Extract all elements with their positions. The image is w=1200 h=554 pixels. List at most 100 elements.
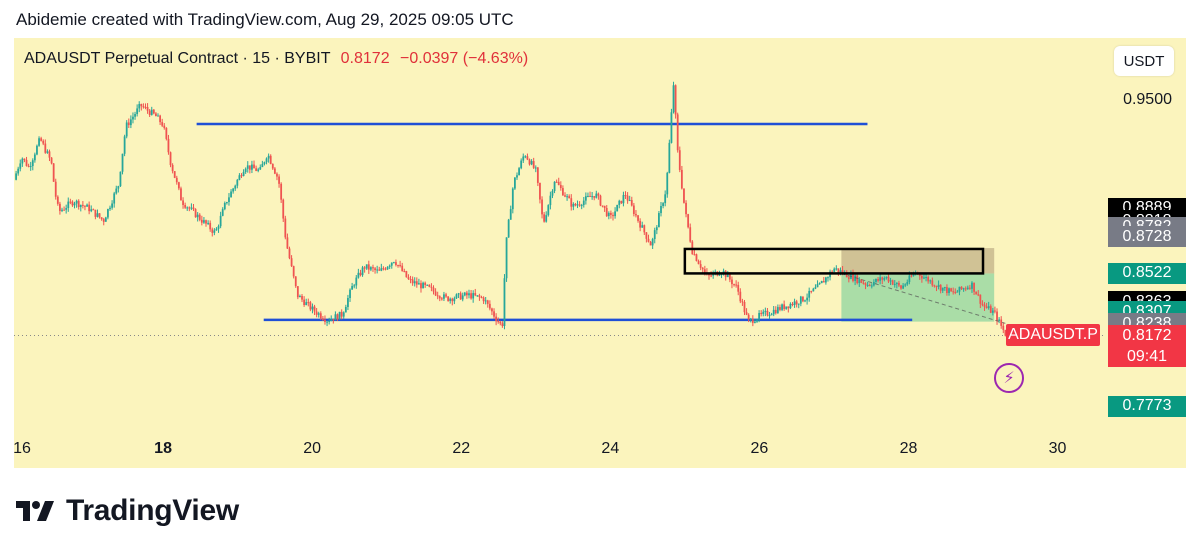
candle [948, 288, 950, 293]
currency-unit-button[interactable]: USDT [1114, 46, 1174, 76]
candle [36, 145, 38, 155]
candle [344, 306, 347, 313]
candle [376, 269, 379, 271]
time-axis-label: 28 [899, 440, 918, 457]
candle [84, 205, 86, 207]
candle [941, 287, 944, 291]
candle [641, 225, 644, 228]
candle [624, 195, 627, 197]
candle [294, 276, 297, 287]
price-chart[interactable] [14, 38, 1186, 468]
candle [73, 203, 76, 206]
candle [278, 176, 280, 184]
candle [200, 219, 203, 223]
candle [347, 298, 349, 307]
chart-panel[interactable]: ADAUSDT Perpetual Contract · 15 · BYBIT … [14, 38, 1186, 468]
candle [482, 297, 485, 302]
candle [906, 282, 909, 285]
tradingview-logo[interactable]: TradingView [16, 494, 239, 528]
candle [363, 267, 366, 269]
candle [908, 275, 911, 283]
candle [505, 237, 508, 279]
candle [662, 203, 664, 207]
candle [98, 213, 101, 218]
symbol-price-tag: ADAUSDT.P [1006, 324, 1100, 347]
candle [65, 208, 68, 210]
candle [328, 320, 331, 322]
candle [119, 171, 122, 187]
candle [480, 297, 483, 299]
candle [971, 282, 973, 289]
candle [225, 202, 228, 204]
candle [674, 85, 677, 115]
candle [438, 296, 441, 299]
candle [645, 232, 648, 239]
candle [248, 165, 251, 170]
time-axis-label: 16 [14, 440, 31, 457]
candle [810, 290, 813, 292]
candle [837, 268, 840, 273]
candle [242, 171, 245, 176]
candle [708, 274, 710, 276]
candle [737, 284, 740, 292]
candle [136, 108, 139, 115]
candle [689, 227, 692, 242]
candle [495, 316, 498, 322]
candle [912, 273, 915, 277]
candle [134, 114, 136, 117]
candle [718, 274, 721, 276]
candle [956, 291, 959, 293]
candle [280, 183, 283, 200]
candle [779, 307, 781, 310]
candle [326, 321, 328, 323]
candle [282, 199, 285, 219]
candle [793, 301, 796, 306]
candle [305, 302, 308, 305]
lightning-icon[interactable]: ⚡ [994, 363, 1025, 394]
candle [25, 159, 28, 166]
candle [501, 323, 504, 327]
candle [676, 114, 679, 151]
candle [96, 213, 99, 217]
candle [463, 292, 466, 296]
candle [292, 266, 295, 277]
candle [572, 203, 575, 207]
candle [397, 265, 399, 267]
candle [161, 122, 164, 126]
candle [17, 168, 20, 174]
candle [983, 304, 986, 307]
candle [994, 310, 996, 312]
candle [856, 275, 859, 284]
candle [246, 165, 249, 169]
price-change: −0.0397 (−4.63%) [400, 50, 529, 67]
candle [568, 196, 571, 199]
candle [319, 313, 322, 319]
candle [288, 248, 291, 259]
candle [910, 275, 913, 277]
candle [77, 200, 80, 207]
candle [198, 214, 201, 220]
candle [59, 203, 61, 211]
candle [756, 319, 758, 322]
candle [232, 188, 235, 192]
candle [595, 193, 598, 198]
last-price-label: 0.8172 [1122, 326, 1172, 344]
candle [902, 285, 905, 289]
candle [338, 311, 341, 320]
time-axis-label: 22 [452, 440, 471, 457]
candle [578, 204, 581, 206]
candle [42, 140, 45, 144]
candle [63, 209, 65, 211]
candle [71, 201, 74, 206]
candle [255, 168, 258, 171]
candle [507, 219, 510, 238]
chart-credit: Abidemie created with TradingView.com, A… [16, 10, 514, 29]
candle [148, 110, 151, 115]
candle [620, 200, 623, 204]
candle [484, 300, 487, 302]
candle [824, 277, 827, 283]
candle [664, 194, 667, 204]
candle [770, 314, 773, 316]
candle [365, 264, 368, 269]
candle [488, 303, 491, 309]
